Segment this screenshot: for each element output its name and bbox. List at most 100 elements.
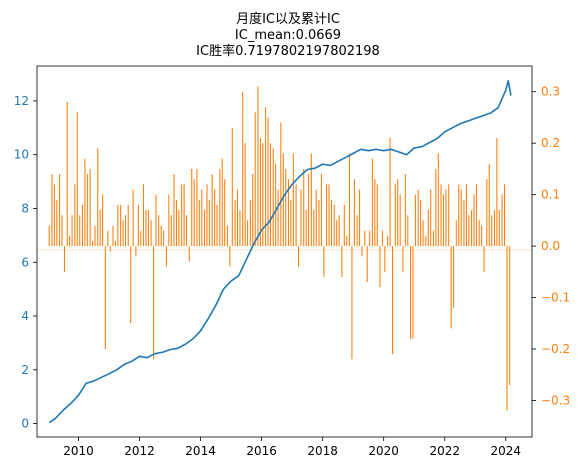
ic-bar <box>244 143 246 247</box>
ic-bar <box>236 189 239 247</box>
ic-bar <box>330 199 333 247</box>
ic-bar <box>412 246 414 339</box>
x-tick-label: 2020 <box>368 444 399 458</box>
ic-bar <box>265 107 267 247</box>
ic-bar <box>269 143 271 247</box>
ic-bar <box>252 174 254 247</box>
ic-bar <box>448 184 450 247</box>
ic-bar <box>272 148 274 247</box>
ic-bar <box>267 117 269 247</box>
ic-bar <box>99 210 101 247</box>
ic-bar <box>292 153 294 247</box>
ic-bar <box>204 210 206 247</box>
ic-bar <box>262 143 264 247</box>
ic-bar <box>71 215 73 247</box>
ic-bar <box>94 225 96 247</box>
x-tick-label: 2024 <box>490 444 521 458</box>
ic-bar <box>254 112 256 247</box>
ic-bar <box>453 246 455 308</box>
ic-bar <box>450 246 452 329</box>
x-tick-label: 2022 <box>429 444 460 458</box>
ic-bar <box>493 210 495 247</box>
x-tick-label: 2014 <box>185 444 216 458</box>
ic-bar <box>336 220 338 247</box>
ic-bar <box>188 246 190 262</box>
ic-bar <box>219 168 221 247</box>
ic-bar <box>196 168 198 247</box>
ic-bar <box>318 199 320 247</box>
ic-bar <box>140 230 142 247</box>
ic-bar <box>48 225 50 247</box>
ic-bar <box>112 225 114 247</box>
ic-bar <box>455 220 457 247</box>
ic-bar <box>384 246 386 272</box>
chart-title-line-3: IC胜率0.7197802197802198 <box>196 43 380 59</box>
ic-bar <box>486 179 488 247</box>
right-y-tick-label: −0.3 <box>541 393 570 407</box>
ic-bar <box>475 184 477 247</box>
ic-bar <box>114 240 116 247</box>
ic-bar <box>275 163 277 247</box>
ic-bar <box>277 189 279 247</box>
ic-bar <box>303 168 305 247</box>
ic-bar <box>63 246 65 272</box>
ic-bar <box>326 184 328 247</box>
ic-bar <box>473 194 475 247</box>
ic-bar <box>427 210 429 247</box>
left-y-tick-label: 10 <box>14 148 29 162</box>
ic-bar <box>351 246 353 360</box>
ic-bar <box>201 189 203 247</box>
ic-bar <box>381 230 383 247</box>
ic-bar <box>221 158 223 247</box>
ic-bar <box>374 179 376 247</box>
ic-bar <box>323 246 325 277</box>
chart-title: 月度IC以及累计IC IC_mean:0.0669 IC胜率0.71978021… <box>196 11 380 59</box>
ic-bar <box>287 179 289 247</box>
ic-bar <box>290 199 292 247</box>
ic-bar <box>402 246 404 272</box>
ic-bar <box>468 215 470 247</box>
ic-bar <box>387 235 389 247</box>
ic-bar <box>509 246 511 386</box>
ic-bar <box>300 189 302 247</box>
ic-bar <box>158 215 160 247</box>
ic-bar <box>435 168 437 247</box>
ic-bar <box>186 215 188 247</box>
ic-bar <box>483 246 485 272</box>
ic-bar <box>308 174 310 247</box>
right-y-tick-label: 0.0 <box>541 239 560 253</box>
ic-bar <box>181 184 183 247</box>
ic-bar <box>224 179 226 247</box>
x-tick-label: 2012 <box>124 444 155 458</box>
ic-bar <box>150 220 152 247</box>
ic-bar <box>249 199 251 247</box>
ic-bar <box>92 240 94 247</box>
ic-bar <box>229 246 231 267</box>
left-y-axis: 0 2 4 6 8 10 12 <box>14 94 37 431</box>
ic-bar <box>259 138 261 247</box>
ic-bar <box>463 199 465 247</box>
ic-bar <box>481 225 483 247</box>
ic-bar <box>471 210 473 247</box>
ic-bar <box>338 215 340 247</box>
ic-bar <box>478 220 480 247</box>
ic-bar <box>458 184 460 247</box>
ic-bar <box>343 204 345 247</box>
ic-bar <box>407 215 409 247</box>
ic-bar <box>89 168 91 247</box>
ic-bar <box>173 174 175 247</box>
ic-bar <box>137 204 139 247</box>
ic-bar <box>104 246 106 350</box>
ic-bar <box>198 199 200 247</box>
ic-bar <box>206 184 208 247</box>
x-tick-label: 2016 <box>246 444 277 458</box>
ic-bar <box>389 138 391 247</box>
ic-bar <box>410 246 412 339</box>
ic-bar <box>175 199 177 247</box>
ic-bar <box>430 189 432 247</box>
ic-bar <box>437 153 439 247</box>
ic-bar <box>348 153 351 247</box>
ic-bar <box>76 112 78 247</box>
